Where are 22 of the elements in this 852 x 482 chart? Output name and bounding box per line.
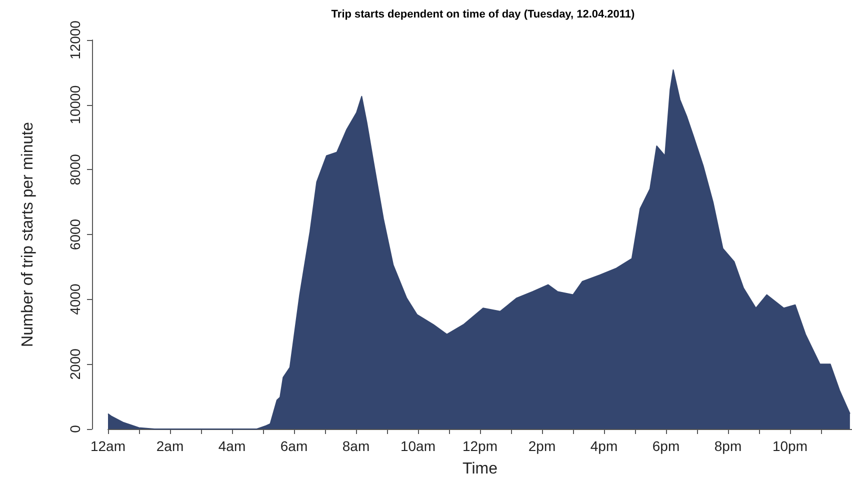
x-tick-label: 6pm [652,438,680,454]
y-tick-label: 8000 [67,154,83,186]
y-tick-label: 0 [67,424,83,433]
x-tick-label: 4am [218,438,246,454]
y-tick-label: 2000 [67,348,83,380]
x-tick-label: 6am [280,438,308,454]
x-tick-label: 10pm [772,438,808,454]
x-tick-label: 12am [90,438,126,454]
x-tick-label: 2pm [528,438,556,454]
x-tick-label: 2am [156,438,184,454]
x-tick-label: 12pm [462,438,498,454]
y-axis-title: Number of trip starts per minute [20,122,36,347]
x-tick-label: 8am [342,438,370,454]
y-tick-label: 12000 [67,20,83,60]
x-axis-title: Time [462,460,498,478]
x-tick-label: 8pm [714,438,742,454]
y-tick-label: 4000 [67,284,83,315]
y-tick-label: 10000 [67,85,83,124]
chart-title: Trip starts dependent on time of day (Tuesday, 12.04.2011) [331,8,636,20]
y-tick-label: 6000 [67,218,83,250]
x-tick-label: 10am [400,438,436,454]
x-tick-label: 4pm [590,438,618,454]
